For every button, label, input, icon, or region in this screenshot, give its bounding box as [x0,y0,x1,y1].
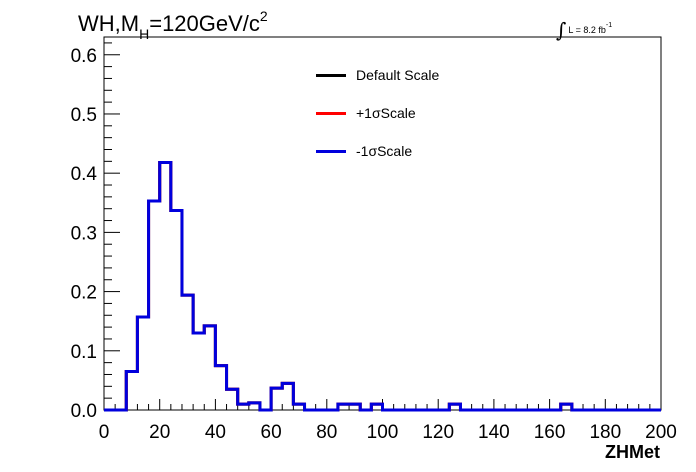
title-middle: =120GeV/c [149,11,260,36]
integral-icon: ∫ [556,18,567,42]
x-tick-label: 120 [422,422,454,443]
x-tick-label: 40 [205,422,226,443]
legend: Default Scale +1σScale -1σScale [316,56,439,170]
x-tick-label: 200 [645,422,677,443]
y-tick-label: 0.0 [71,401,97,422]
x-tick-label: 180 [589,422,621,443]
y-tick-label: 0.4 [71,164,98,185]
title-subscript: H [139,26,150,42]
x-axis-label: ZHMet [605,442,660,462]
legend-item-plus1sigma: +1σScale [316,94,439,132]
x-tick-label: 140 [478,422,510,443]
y-tick-label: 0.2 [71,283,97,304]
legend-item-default: Default Scale [316,56,439,94]
legend-item-minus1sigma: -1σScale [316,132,439,170]
title-superscript: 2 [259,8,268,24]
histogram-series-2 [104,161,661,412]
luminosity-text: L = 8.2 fb [568,25,606,35]
y-tick-label: 0.3 [71,223,97,244]
luminosity-exponent: -1 [605,22,613,29]
title-prefix: WH,M [78,11,140,36]
legend-swatch-default [316,73,346,77]
x-tick-label: 80 [316,422,337,443]
x-tick-label: 0 [99,422,110,443]
legend-label-plus1sigma: +1σScale [356,105,416,121]
x-tick-label: 20 [149,422,170,443]
histogram-series-1 [104,161,661,412]
y-tick-label: 0.1 [71,342,97,363]
y-tick-label: 0.6 [71,46,97,67]
x-tick-label: 60 [261,422,282,443]
legend-label-default: Default Scale [356,67,440,83]
x-tick-label: 100 [367,422,399,443]
chart-title: WH,MH=120GeV/c2 [78,8,268,42]
luminosity-label: ∫ L = 8.2 fb-1 [556,14,613,42]
y-tick-label: 0.5 [71,105,97,126]
legend-label-minus1sigma: -1σScale [356,143,413,159]
legend-swatch-minus1sigma [316,149,346,153]
histogram-series-0 [104,161,661,412]
legend-swatch-plus1sigma [316,111,346,115]
x-tick-label: 160 [534,422,566,443]
